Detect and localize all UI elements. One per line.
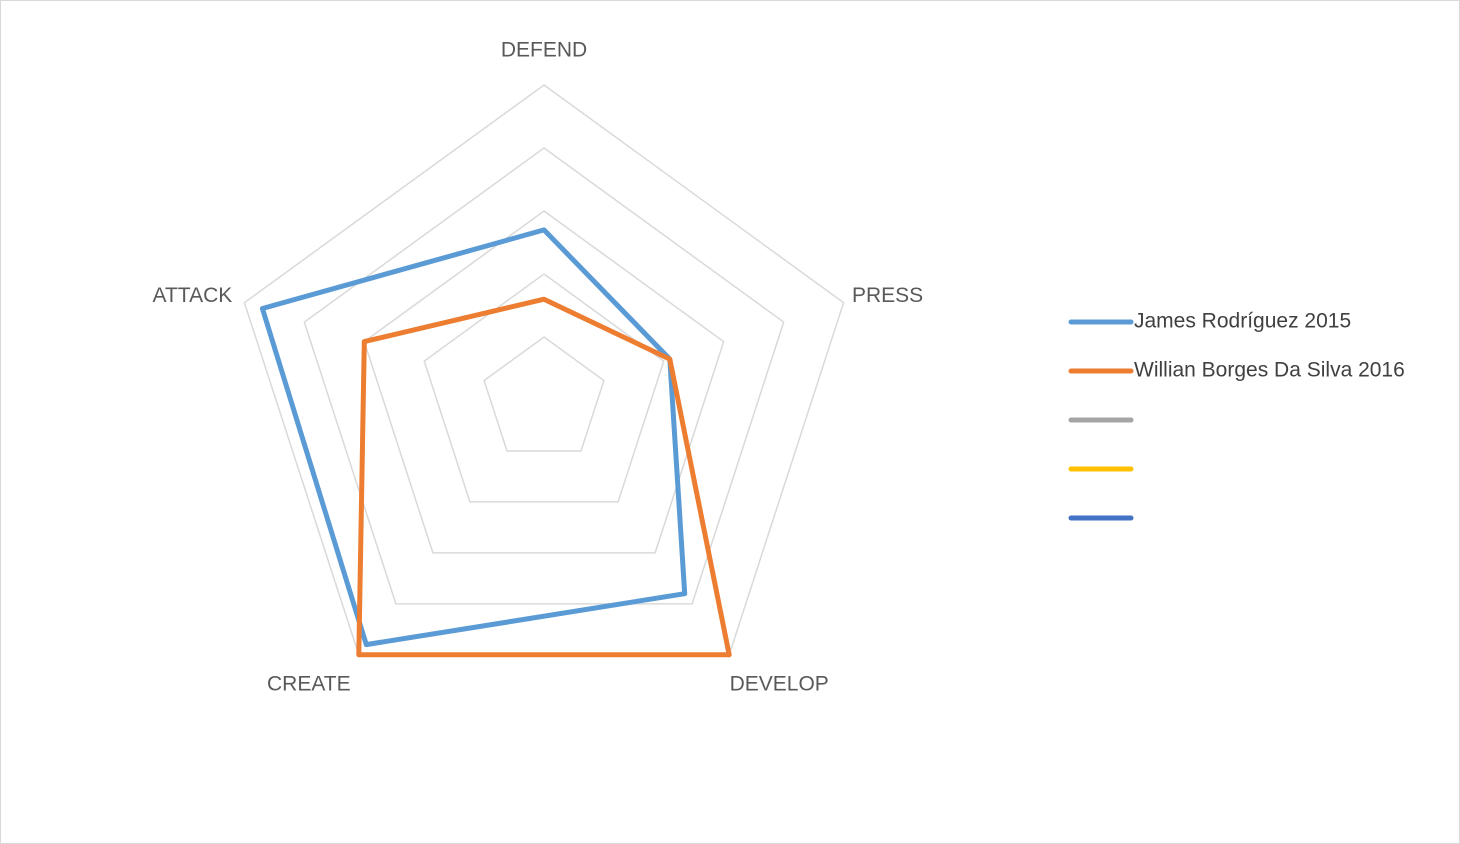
series-line-1: [259, 227, 688, 648]
axis-label-attack: ATTACK: [153, 284, 233, 307]
grid-ring-2: [423, 273, 665, 503]
grid-ring-5: [243, 84, 845, 656]
grid-ring-1: [483, 336, 605, 452]
grid-ring-4: [303, 147, 785, 605]
axis-label-develop: DEVELOP: [730, 672, 829, 695]
grid-ring-3: [363, 210, 725, 554]
axis-label-press: PRESS: [852, 284, 923, 307]
series-line-2: [356, 296, 732, 658]
legend-label-1: James Rodríguez 2015: [1134, 310, 1351, 333]
legend-label-2: Willian Borges Da Silva 2016: [1134, 359, 1405, 382]
axis-label-defend: DEFEND: [501, 39, 587, 62]
axis-label-create: CREATE: [267, 672, 351, 695]
